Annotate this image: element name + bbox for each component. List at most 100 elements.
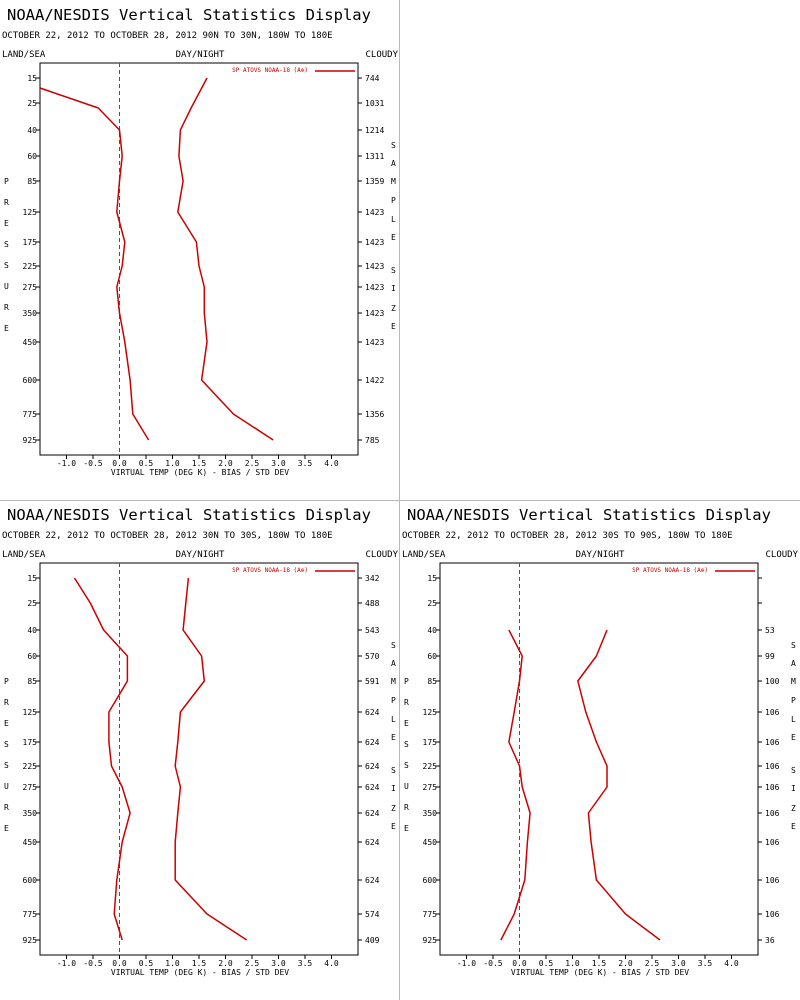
- sample-size-label: 1423: [365, 338, 384, 347]
- x-axis-label: VIRTUAL TEMP (DEG K) - BIAS / STD DEV: [111, 968, 289, 977]
- sample-size-axis-letter: E: [391, 822, 396, 831]
- x-tick-label: -0.5: [83, 459, 102, 468]
- bias-series-line: [73, 577, 131, 941]
- pressure-axis-letter: P: [4, 177, 9, 186]
- x-tick-label: -0.5: [483, 959, 502, 968]
- pressure-tick-label: 450: [423, 838, 438, 847]
- sample-size-axis-letter: S: [391, 766, 396, 775]
- sample-size-label: 106: [765, 738, 780, 747]
- pressure-axis-letter: E: [404, 824, 409, 833]
- sample-size-label: 1422: [365, 376, 384, 385]
- pressure-tick-label: 600: [423, 876, 438, 885]
- pressure-tick-label: 175: [23, 238, 38, 247]
- chart-title: NOAA/NESDIS Vertical Statistics Display: [407, 506, 771, 524]
- sample-size-label: 99: [765, 652, 775, 661]
- pressure-tick-label: 125: [423, 708, 438, 717]
- x-tick-label: 0.0: [512, 959, 527, 968]
- chart-title: NOAA/NESDIS Vertical Statistics Display: [7, 6, 371, 24]
- x-tick-label: 2.5: [245, 459, 260, 468]
- bias-series-line: [39, 87, 150, 441]
- pressure-axis-letter: R: [4, 698, 9, 707]
- sample-size-axis-letter: S: [791, 641, 796, 650]
- sample-size-label: 1423: [365, 238, 384, 247]
- cloudy-label: CLOUDY: [765, 550, 798, 560]
- x-tick-label: 3.5: [298, 459, 313, 468]
- legend-label: SP ATOVS NOAA-18 (A⊕): [632, 567, 708, 574]
- x-tick-label: 2.5: [645, 959, 660, 968]
- pressure-axis-letter: U: [4, 782, 9, 791]
- pressure-tick-label: 125: [23, 708, 38, 717]
- x-tick-label: -1.0: [57, 959, 76, 968]
- pressure-axis-letter: S: [4, 240, 9, 249]
- pressure-tick-label: 925: [23, 936, 38, 945]
- pressure-axis-letter: S: [4, 740, 9, 749]
- x-tick-label: 2.0: [218, 459, 233, 468]
- chart-subtitle: OCTOBER 22, 2012 TO OCTOBER 28, 2012 30N…: [2, 531, 333, 541]
- chart-subtitle: OCTOBER 22, 2012 TO OCTOBER 28, 2012 90N…: [2, 31, 333, 41]
- pressure-tick-label: 15: [427, 574, 437, 583]
- pressure-tick-label: 15: [27, 574, 37, 583]
- chart-panel-30n-30s: NOAA/NESDIS Vertical Statistics Display O…: [2, 506, 399, 977]
- pressure-tick-label: 225: [23, 262, 38, 271]
- std-dev-series-line: [177, 77, 274, 441]
- sample-size-label: 106: [765, 783, 780, 792]
- sample-size-axis-letter: L: [391, 215, 396, 224]
- x-tick-label: -1.0: [457, 959, 476, 968]
- sample-size-axis-letter: S: [391, 641, 396, 650]
- x-tick-label: 1.5: [192, 459, 207, 468]
- pressure-tick-label: 225: [423, 762, 438, 771]
- sample-size-label: 488: [365, 599, 380, 608]
- legend-label: SP ATOVS NOAA-18 (A⊕): [232, 567, 308, 574]
- pressure-axis-letter: R: [404, 698, 409, 707]
- sample-size-axis-letter: P: [791, 696, 796, 705]
- pressure-axis-letter: U: [404, 782, 409, 791]
- cloudy-label: CLOUDY: [365, 550, 398, 560]
- sample-size-label: 624: [365, 783, 380, 792]
- pressure-tick-label: 175: [23, 738, 38, 747]
- pressure-axis-letter: E: [4, 219, 9, 228]
- sample-size-label: 1423: [365, 208, 384, 217]
- sample-size-label: 591: [365, 677, 380, 686]
- pressure-tick-label: 25: [427, 599, 437, 608]
- sample-size-label: 1311: [365, 152, 384, 161]
- x-tick-label: 0.0: [112, 959, 127, 968]
- sample-size-label: 624: [365, 738, 380, 747]
- sample-size-label: 1359: [365, 177, 384, 186]
- pressure-tick-label: 350: [423, 809, 438, 818]
- sample-size-label: 342: [365, 574, 380, 583]
- sample-size-axis-letter: E: [391, 322, 396, 331]
- sample-size-axis-letter: Z: [391, 804, 396, 813]
- sample-size-label: 1356: [365, 410, 384, 419]
- x-axis-label: VIRTUAL TEMP (DEG K) - BIAS / STD DEV: [111, 468, 289, 477]
- pressure-tick-label: 275: [423, 783, 438, 792]
- sample-size-label: 1031: [365, 99, 384, 108]
- x-tick-label: 0.5: [539, 959, 554, 968]
- plot-frame: [39, 62, 359, 456]
- pressure-tick-label: 60: [27, 652, 37, 661]
- chart-subtitle: OCTOBER 22, 2012 TO OCTOBER 28, 2012 30S…: [402, 531, 733, 541]
- sample-size-label: 785: [365, 436, 380, 445]
- x-tick-label: 1.5: [192, 959, 207, 968]
- sample-size-axis-letter: M: [391, 177, 396, 186]
- sample-size-axis-letter: I: [391, 284, 396, 293]
- sample-size-axis-letter: S: [791, 766, 796, 775]
- pressure-tick-label: 350: [23, 809, 38, 818]
- sample-size-label: 1423: [365, 309, 384, 318]
- panel-divider-horizontal: [0, 500, 800, 501]
- pressure-tick-label: 450: [23, 838, 38, 847]
- sample-size-label: 106: [765, 876, 780, 885]
- sample-size-axis-letter: M: [391, 677, 396, 686]
- pressure-tick-label: 600: [23, 376, 38, 385]
- sample-size-label: 106: [765, 708, 780, 717]
- sample-size-axis-letter: P: [391, 696, 396, 705]
- x-tick-label: 3.5: [698, 959, 713, 968]
- sample-size-label: 574: [365, 910, 380, 919]
- sample-size-label: 1423: [365, 262, 384, 271]
- x-tick-label: 3.0: [671, 959, 686, 968]
- sample-size-axis-letter: A: [791, 659, 796, 668]
- sample-size-axis-letter: E: [791, 822, 796, 831]
- pressure-tick-label: 275: [23, 783, 38, 792]
- pressure-tick-label: 350: [23, 309, 38, 318]
- sample-size-label: 1214: [365, 126, 384, 135]
- x-tick-label: 1.0: [165, 959, 180, 968]
